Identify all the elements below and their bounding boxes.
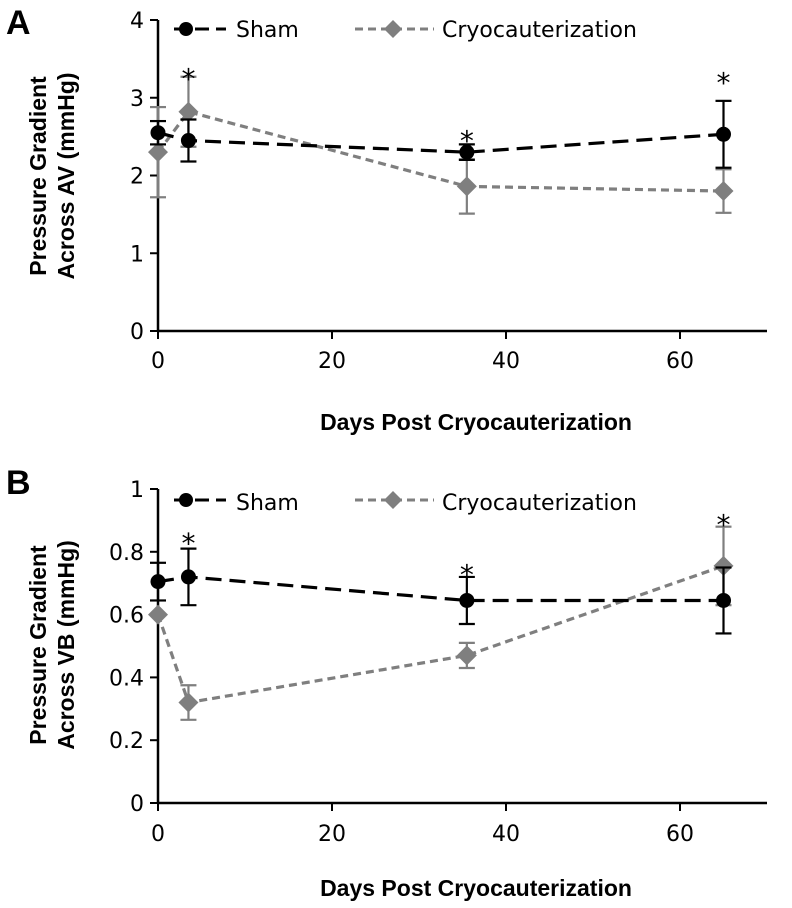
x-tick-label: 20 [318,349,346,374]
series-line-sham [157,575,724,603]
panel-b-xlabel: Days Post Cryocauterization [320,875,632,901]
panel-b-ylabel-line2: Across VB (mmHg) [53,540,79,750]
sham-point [459,592,475,608]
panel-b-ylabel-line1: Pressure Gradient [25,545,51,745]
panel-b-plot: 0 0.2 0.4 0.6 0.8 1 0 20 40 60 * * * [109,478,767,847]
legend-sham-marker [179,493,193,507]
significance-asterisk: * [460,559,474,592]
x-tick-label: 40 [492,349,520,374]
legend-cryo-marker [384,491,402,509]
x-tick-label: 60 [666,822,694,847]
cryo-point [148,604,168,625]
legend-sham-label: Sham [236,18,299,43]
panel-b-legend: Sham Cryocauterization [236,491,637,516]
x-tick-label: 0 [151,822,165,847]
cryo-point [178,692,199,713]
legend-cryo-label: Cryocauterization [442,491,637,516]
y-tick-label: 0.2 [109,729,144,754]
panel-a-legend: Sham Cryocauterization [236,18,637,43]
significance-asterisk: * [181,527,195,560]
y-tick-label: 0 [130,320,144,345]
sham-point [150,574,166,590]
significance-asterisk: * [460,125,474,158]
cryo-point [713,181,734,202]
cryo-point [456,645,477,666]
panel-b-ylabel: Pressure Gradient Across VB (mmHg) [25,540,79,750]
panel-a-ylabel: Pressure Gradient Across AV (mmHg) [25,72,79,279]
legend-cryo-label: Cryocauterization [442,18,637,43]
y-tick-label: 1 [130,478,144,503]
panel-a-letter: A [6,4,31,42]
y-tick-label: 0.6 [109,604,144,629]
x-tick-label: 20 [318,822,346,847]
y-tick-label: 3 [130,87,144,112]
significance-asterisk: * [717,508,731,541]
significance-asterisk: * [181,62,195,95]
panel-a-ylabel-line2: Across AV (mmHg) [53,72,79,279]
series-line-cryo [156,109,724,193]
series-line-cryo [156,564,725,705]
y-tick-label: 0 [130,792,144,817]
legend-cryo-marker [384,20,402,38]
legend-sham-marker [179,22,193,36]
significance-asterisk: * [717,66,731,99]
sham-point [180,569,196,585]
sham-point [716,126,731,142]
panel-b-letter: B [6,464,31,502]
y-tick-label: 0.4 [109,666,144,691]
series-line-sham [157,131,724,154]
y-tick-label: 1 [130,242,144,267]
sham-point [716,592,731,608]
panel-a-ylabel-line1: Pressure Gradient [25,76,51,276]
x-tick-label: 0 [151,349,165,374]
y-tick-label: 4 [130,9,144,34]
x-tick-label: 40 [492,822,520,847]
cryo-point [456,176,477,197]
y-tick-label: 0.8 [109,541,144,566]
y-tick-label: 2 [130,165,144,190]
sham-point [180,133,196,149]
x-tick-label: 60 [666,349,694,374]
panel-b: B Pressure Gradient Across VB (mmHg) Day… [6,464,767,901]
cryo-point [148,142,168,163]
panel-a-xlabel: Days Post Cryocauterization [320,409,632,435]
legend-sham-label: Sham [236,491,299,516]
cryo-point [713,555,734,576]
cryo-point [178,101,199,122]
panel-a: A Pressure Gradient Across AV (mmHg) Day… [6,4,767,435]
sham-point [150,125,166,141]
sham-point [459,144,475,160]
